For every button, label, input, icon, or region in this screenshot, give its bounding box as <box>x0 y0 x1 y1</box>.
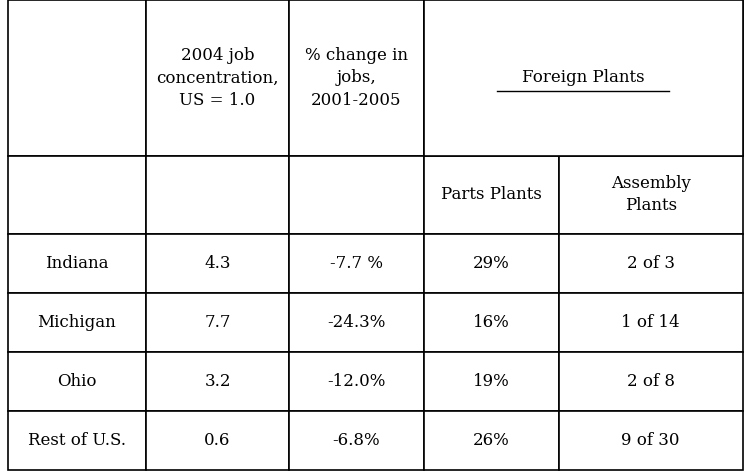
Bar <box>559 0 742 156</box>
Text: -24.3%: -24.3% <box>327 313 386 331</box>
Bar <box>559 234 742 293</box>
Text: 29%: 29% <box>472 254 509 272</box>
Text: 16%: 16% <box>472 313 509 331</box>
Bar <box>289 293 424 352</box>
Text: 4.3: 4.3 <box>204 254 231 272</box>
Bar <box>424 156 559 234</box>
Text: 9 of 30: 9 of 30 <box>621 431 680 449</box>
Bar <box>8 0 146 156</box>
Bar <box>289 352 424 411</box>
Text: Assembly
Plants: Assembly Plants <box>610 175 691 214</box>
Bar <box>146 156 289 234</box>
Text: Ohio: Ohio <box>57 372 97 390</box>
Text: Foreign Plants: Foreign Plants <box>522 69 644 86</box>
Text: -7.7 %: -7.7 % <box>330 254 382 272</box>
Bar <box>8 156 146 234</box>
Bar <box>146 411 289 470</box>
Bar <box>146 0 289 156</box>
Text: Michigan: Michigan <box>38 313 116 331</box>
Text: 2 of 3: 2 of 3 <box>627 254 675 272</box>
Bar <box>8 293 146 352</box>
Bar <box>424 293 559 352</box>
Bar <box>559 156 742 234</box>
Bar <box>146 234 289 293</box>
Bar <box>8 411 146 470</box>
Bar <box>424 352 559 411</box>
Text: Indiana: Indiana <box>45 254 109 272</box>
Bar <box>424 411 559 470</box>
Bar <box>8 234 146 293</box>
Bar <box>424 0 559 156</box>
Bar <box>424 0 742 156</box>
Bar <box>559 352 742 411</box>
Text: 1 of 14: 1 of 14 <box>621 313 680 331</box>
Text: 19%: 19% <box>472 372 509 390</box>
Bar <box>424 234 559 293</box>
Text: Rest of U.S.: Rest of U.S. <box>28 431 126 449</box>
Text: 0.6: 0.6 <box>204 431 231 449</box>
Bar <box>289 234 424 293</box>
Bar <box>289 411 424 470</box>
Text: Parts Plants: Parts Plants <box>441 186 542 203</box>
Text: 2 of 8: 2 of 8 <box>627 372 675 390</box>
Text: 3.2: 3.2 <box>204 372 231 390</box>
Bar <box>146 293 289 352</box>
Bar <box>289 156 424 234</box>
Text: 26%: 26% <box>472 431 509 449</box>
Text: 7.7: 7.7 <box>204 313 231 331</box>
Bar <box>424 0 742 156</box>
Bar <box>146 352 289 411</box>
Text: % change in
jobs,
2001-2005: % change in jobs, 2001-2005 <box>304 47 408 109</box>
Bar <box>559 411 742 470</box>
Text: -6.8%: -6.8% <box>332 431 380 449</box>
Text: 2004 job
concentration,
US = 1.0: 2004 job concentration, US = 1.0 <box>156 47 279 109</box>
Bar <box>559 293 742 352</box>
Bar <box>8 352 146 411</box>
Bar <box>289 0 424 156</box>
Text: -12.0%: -12.0% <box>327 372 386 390</box>
